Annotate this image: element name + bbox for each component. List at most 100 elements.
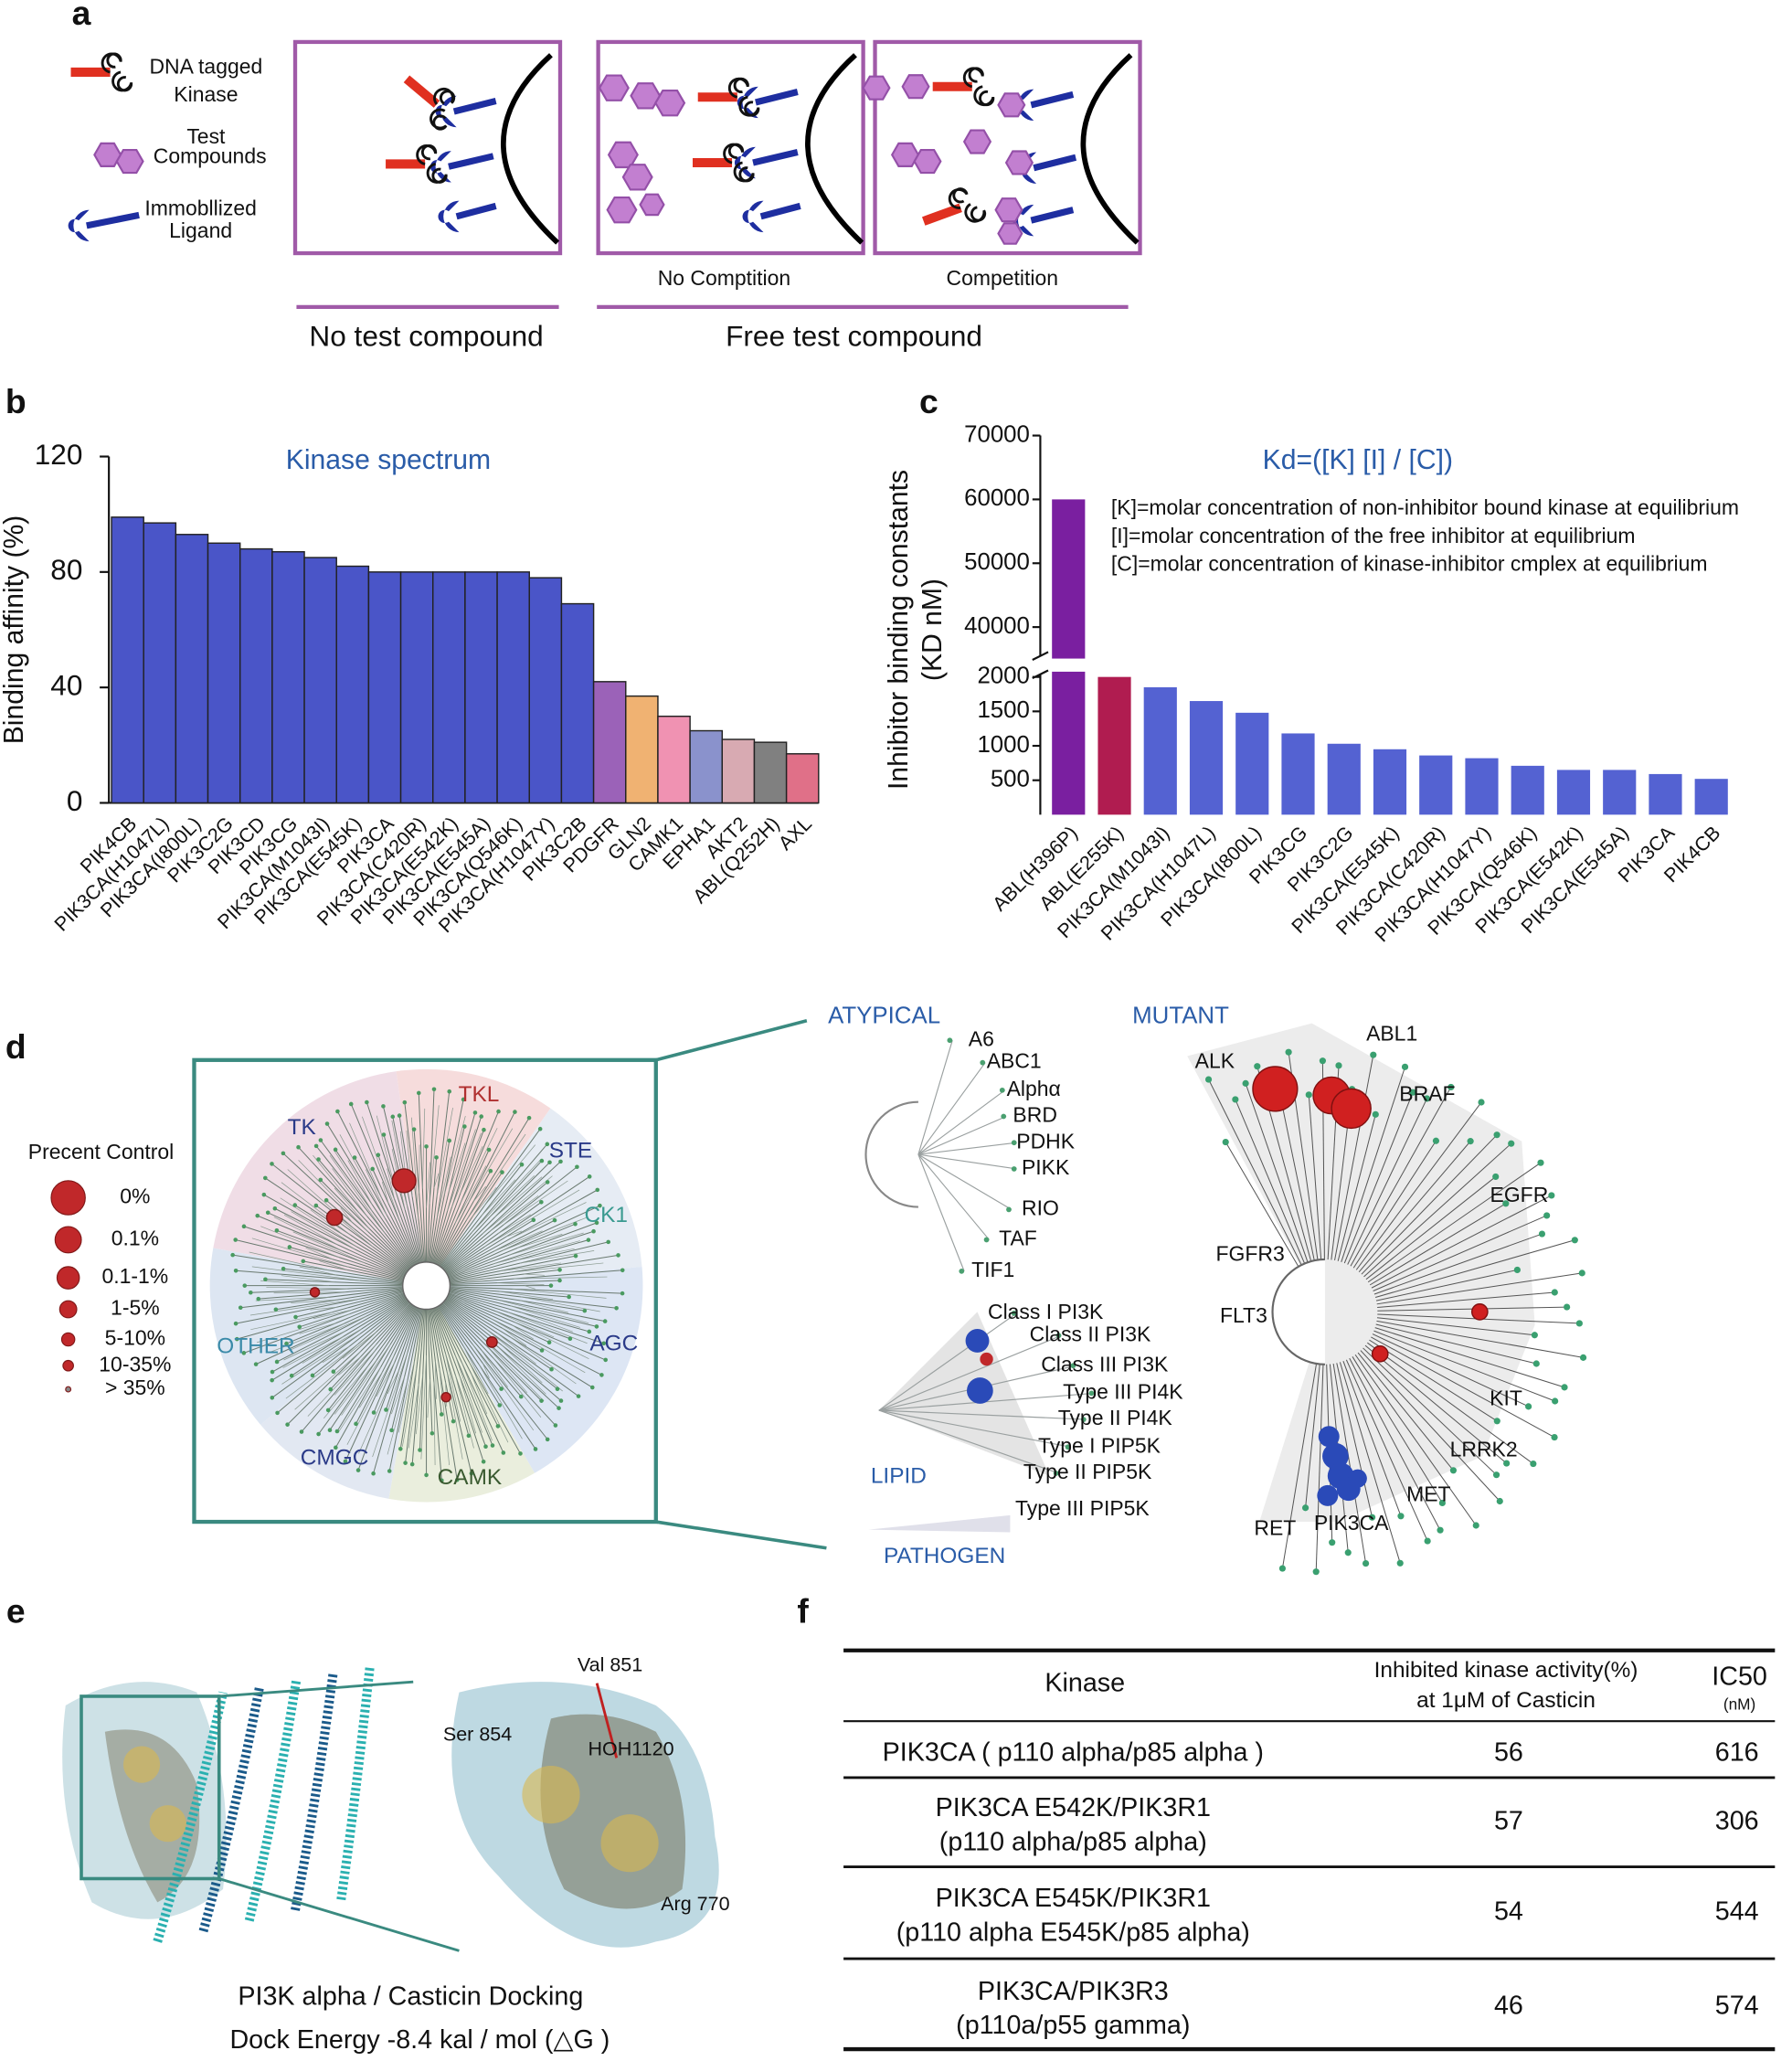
- tree-branch: [295, 1291, 404, 1318]
- tree-branch: [439, 1368, 451, 1466]
- tree-leaf: [582, 1308, 588, 1313]
- tree-branch: [1372, 1333, 1529, 1408]
- tree-branch: [472, 1186, 497, 1217]
- tree-branch: [1305, 1364, 1320, 1508]
- tree-branch: [232, 1254, 404, 1283]
- tree-label: Type III PI4K: [1063, 1379, 1183, 1403]
- tree-leaf: [1396, 1559, 1404, 1567]
- tree-leaf: [270, 1369, 275, 1375]
- compound-icon: [621, 164, 653, 191]
- tree-branch: [1347, 1098, 1427, 1265]
- tree-leaf: [557, 1278, 562, 1283]
- tree-leaf: [1362, 1559, 1370, 1567]
- tree-branch: [450, 1254, 619, 1283]
- tree-branch: [1374, 1327, 1565, 1388]
- tree-branch: [289, 1246, 404, 1280]
- section-title: LIPID: [871, 1464, 927, 1489]
- tree-leaf: [324, 1121, 330, 1126]
- tree-branch: [446, 1219, 535, 1274]
- tree-branch: [494, 1311, 555, 1338]
- tree-branch: [1364, 1344, 1507, 1464]
- tree-branch: [917, 1142, 1017, 1155]
- tree-branch: [281, 1333, 361, 1385]
- tree-branch: [434, 1360, 437, 1399]
- tree-leaf: [381, 1104, 386, 1109]
- tree-leaf: [1401, 1063, 1409, 1070]
- tree-branch: [312, 1300, 408, 1376]
- tree-leaf: [313, 1143, 319, 1149]
- tree-branch: [268, 1323, 345, 1354]
- tree-branch: [399, 1309, 424, 1450]
- tree-branch: [436, 1111, 515, 1265]
- tree-leaf: [323, 1197, 329, 1203]
- tree-leaf: [531, 1217, 536, 1223]
- tree-branch: [299, 1323, 336, 1334]
- kinase-coil: [723, 143, 755, 183]
- tree-leaf: [235, 1336, 239, 1342]
- compound-icon: [1004, 150, 1034, 175]
- tree-branch: [500, 1262, 561, 1271]
- tree-label: ABL1: [1366, 1022, 1417, 1046]
- bar: [560, 602, 595, 804]
- bar: [1649, 773, 1682, 815]
- tree-label: EGFR: [1490, 1183, 1549, 1206]
- tree-branch: [445, 1353, 461, 1422]
- compound-icon: [862, 75, 891, 101]
- tree-leaf: [552, 1217, 557, 1223]
- bar: [592, 681, 627, 804]
- y-axis-title: (KD nM): [917, 579, 948, 681]
- compound-icon: [598, 74, 630, 101]
- tree-branch: [481, 1179, 516, 1216]
- tree-leaf: [316, 1431, 321, 1437]
- tree-branch: [917, 1153, 965, 1272]
- assay-box: [873, 39, 1142, 256]
- tree-branch: [243, 1293, 405, 1354]
- hit-circle: [980, 1352, 993, 1366]
- tree-leaf: [587, 1329, 592, 1334]
- tree-branch: [1332, 1363, 1367, 1564]
- tree-branch: [271, 1299, 408, 1398]
- bar: [721, 738, 756, 804]
- ligand-stem: [1033, 154, 1077, 172]
- legend-title: Precent Control: [28, 1140, 174, 1163]
- legend-circle: [56, 1266, 80, 1290]
- tree-leaf: [567, 1336, 573, 1342]
- legend-text: Test: [186, 124, 226, 148]
- tree-branch: [310, 1306, 337, 1311]
- tree-branch: [271, 1296, 407, 1373]
- tree-branch: [323, 1365, 369, 1419]
- tree-leaf: [242, 1283, 248, 1288]
- tree-branch: [1315, 1364, 1324, 1572]
- tree-branch: [249, 1251, 331, 1271]
- tree-branch: [258, 1287, 403, 1300]
- tree-leaf: [1467, 1138, 1474, 1145]
- tree-branch: [302, 1328, 362, 1364]
- tree-branch: [302, 1260, 404, 1282]
- tree-branch: [236, 1270, 403, 1285]
- tree-leaf: [348, 1101, 354, 1107]
- tree-leaf: [238, 1305, 243, 1311]
- tree-leaf: [546, 1340, 552, 1344]
- tree-branch: [1350, 1087, 1452, 1267]
- tree-branch: [436, 1108, 453, 1197]
- tree-branch: [286, 1294, 405, 1344]
- tree-label: Type I PIP5K: [1038, 1433, 1161, 1457]
- tree-leaf: [261, 1192, 267, 1197]
- tree-leaf: [230, 1252, 235, 1258]
- tree-branch: [499, 1291, 554, 1301]
- kinase-icon: [697, 77, 760, 117]
- tree-leaf: [555, 1386, 560, 1392]
- tree-branch: [454, 1355, 482, 1433]
- tree-branch: [440, 1304, 503, 1389]
- bar: [1052, 671, 1086, 815]
- y-tick-label: 80: [50, 553, 82, 586]
- tree-leaf: [451, 1418, 456, 1424]
- tree-leaf: [557, 1268, 562, 1272]
- tree-leaf: [1564, 1303, 1571, 1311]
- tree-leaf: [1513, 1266, 1521, 1274]
- tree-branch: [419, 1309, 427, 1450]
- tree-leaf: [1478, 1099, 1485, 1106]
- tree-leaf: [1001, 1113, 1007, 1120]
- ligand-cup: [429, 151, 451, 183]
- tree-leaf: [537, 1126, 543, 1131]
